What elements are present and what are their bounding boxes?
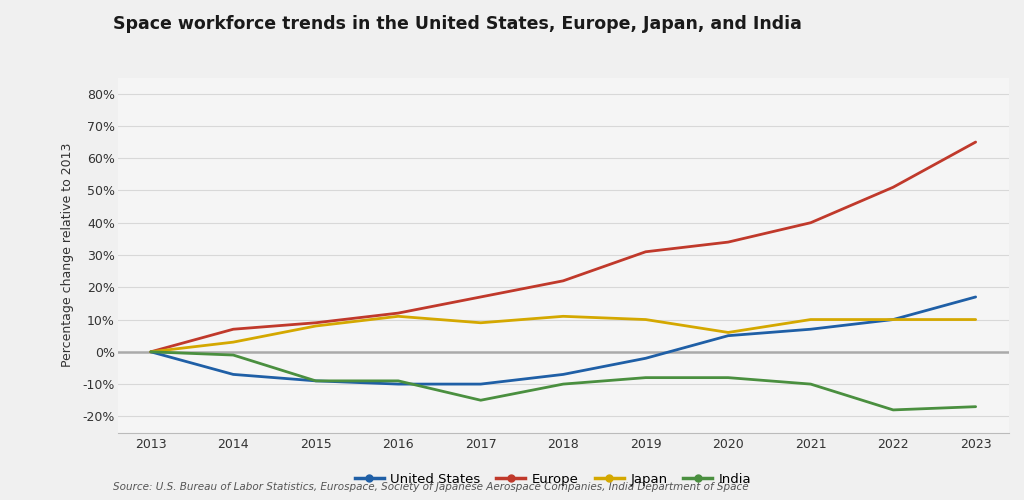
Japan — [970, 316, 982, 322]
Europe — [309, 320, 322, 326]
United States — [640, 356, 652, 362]
Japan — [805, 316, 817, 322]
Europe — [805, 220, 817, 226]
Line: Europe: Europe — [151, 142, 976, 352]
Line: United States: United States — [151, 297, 976, 384]
India — [144, 349, 157, 355]
Y-axis label: Percentage change relative to 2013: Percentage change relative to 2013 — [61, 143, 75, 367]
India — [557, 381, 569, 387]
Japan — [227, 339, 240, 345]
Europe — [970, 139, 982, 145]
India — [227, 352, 240, 358]
Europe — [474, 294, 486, 300]
Japan — [557, 314, 569, 320]
India — [392, 378, 404, 384]
Line: India: India — [151, 352, 976, 410]
Europe — [227, 326, 240, 332]
United States — [722, 332, 734, 338]
Japan — [144, 349, 157, 355]
Japan — [887, 316, 899, 322]
Europe — [640, 249, 652, 255]
United States — [392, 381, 404, 387]
United States — [887, 316, 899, 322]
United States — [805, 326, 817, 332]
Japan — [722, 330, 734, 336]
Legend: United States, Europe, Japan, India: United States, Europe, Japan, India — [349, 468, 757, 491]
Europe — [557, 278, 569, 284]
United States — [309, 378, 322, 384]
India — [887, 407, 899, 413]
United States — [557, 372, 569, 378]
Japan — [474, 320, 486, 326]
Text: Space workforce trends in the United States, Europe, Japan, and India: Space workforce trends in the United Sta… — [113, 15, 802, 33]
Japan — [309, 323, 322, 329]
Europe — [722, 239, 734, 245]
Europe — [144, 349, 157, 355]
Europe — [887, 184, 899, 190]
India — [722, 374, 734, 380]
Japan — [392, 314, 404, 320]
India — [309, 378, 322, 384]
Text: Source: U.S. Bureau of Labor Statistics, Eurospace, Society of Japanese Aerospac: Source: U.S. Bureau of Labor Statistics,… — [113, 482, 749, 492]
Japan — [640, 316, 652, 322]
Line: Japan: Japan — [151, 316, 976, 352]
United States — [970, 294, 982, 300]
India — [474, 397, 486, 403]
India — [970, 404, 982, 409]
India — [805, 381, 817, 387]
Europe — [392, 310, 404, 316]
United States — [227, 372, 240, 378]
United States — [474, 381, 486, 387]
India — [640, 374, 652, 380]
United States — [144, 349, 157, 355]
